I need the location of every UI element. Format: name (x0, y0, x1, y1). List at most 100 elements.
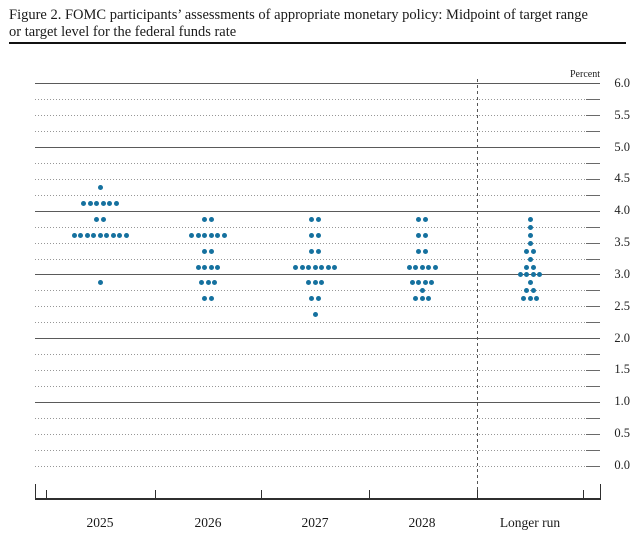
gridline (35, 465, 600, 467)
projection-dot (195, 264, 201, 270)
projection-dot (530, 264, 536, 270)
projection-dot (309, 296, 315, 302)
projection-dot (534, 296, 539, 302)
projection-dot (199, 280, 204, 286)
projection-dot (309, 232, 315, 238)
projection-dot (524, 264, 530, 270)
x-axis-tick (261, 490, 262, 498)
gridline (35, 385, 600, 387)
projection-dot (517, 272, 523, 278)
gridline (35, 354, 600, 356)
projection-dot (208, 296, 214, 302)
projection-dot (202, 248, 208, 254)
projection-dot (94, 200, 100, 206)
projection-dot (416, 232, 422, 238)
projection-dot (527, 280, 533, 286)
gridline (35, 338, 600, 340)
x-axis-end-cap (35, 484, 36, 499)
y-axis-label: 2.0 (614, 330, 630, 345)
gridline (35, 83, 600, 85)
projection-dot (312, 264, 318, 270)
y-axis-label: 5.5 (614, 107, 630, 122)
projection-dot (422, 248, 428, 254)
y-axis-label: 5.0 (614, 139, 630, 154)
y-axis-unit-label: Percent (570, 69, 600, 80)
y-axis-label: 3.5 (614, 235, 630, 250)
y-axis-label: 4.0 (614, 203, 630, 218)
projection-dot (413, 264, 418, 270)
projection-dot (208, 232, 214, 238)
x-axis-category-label: 2026 (194, 515, 222, 530)
gridline (35, 401, 600, 403)
gridline-right-tick (586, 163, 600, 165)
projection-dot (312, 312, 318, 318)
projection-dot (100, 216, 106, 222)
projection-dot (315, 216, 321, 222)
projection-dot (97, 232, 103, 238)
gridline-right-tick (586, 306, 600, 308)
projection-dot (113, 200, 119, 206)
gridline-right-tick (586, 258, 600, 260)
projection-dot (202, 232, 208, 238)
gridline (35, 274, 600, 276)
projection-dot (221, 232, 227, 238)
gridline-right-tick (586, 290, 600, 292)
projection-dot (110, 232, 116, 238)
gridline (35, 290, 600, 292)
longer-run-separator (477, 79, 478, 499)
projection-dot (413, 296, 418, 302)
figure-title-line1: Figure 2. FOMC participants’ assessments… (9, 7, 588, 23)
projection-dot (293, 264, 298, 270)
projection-dot (208, 248, 214, 254)
projection-dot (215, 264, 221, 270)
projection-dot (422, 216, 428, 222)
projection-dot (208, 264, 214, 270)
projection-dot (94, 216, 100, 222)
gridline (35, 322, 600, 324)
gridline (35, 226, 600, 228)
gridline-right-tick (586, 369, 600, 371)
projection-dot (87, 200, 93, 206)
projection-dot (521, 296, 526, 302)
projection-dot (309, 216, 315, 222)
y-axis-label: 2.5 (614, 298, 630, 313)
x-axis-category-label: 2027 (301, 515, 329, 530)
projection-dot (299, 264, 305, 270)
projection-dot (71, 232, 77, 238)
projection-dot (104, 232, 109, 238)
y-axis-label: 1.0 (614, 394, 630, 409)
x-axis-tick (583, 490, 584, 498)
projection-dot (527, 216, 533, 222)
gridline-right-tick (586, 99, 600, 101)
gridline (35, 115, 600, 117)
projection-dot (416, 280, 422, 286)
projection-dot (530, 272, 536, 278)
projection-dot (212, 280, 217, 286)
projection-dot (527, 256, 533, 262)
projection-dot (306, 264, 311, 270)
projection-dot (422, 280, 428, 286)
projection-dot (306, 280, 311, 286)
projection-dot (202, 264, 208, 270)
projection-dot (429, 280, 435, 286)
projection-dot (100, 200, 106, 206)
x-axis-category-label: Longer run (499, 515, 561, 530)
projection-dot (524, 288, 530, 294)
projection-dot (202, 296, 208, 302)
projection-dot (312, 280, 318, 286)
x-axis-tick (155, 490, 156, 498)
y-axis-label: 0.0 (614, 458, 630, 472)
projection-dot (195, 232, 201, 238)
gridline (35, 163, 600, 165)
projection-dot (309, 248, 315, 254)
projection-dot (332, 264, 337, 270)
gridline (35, 258, 600, 260)
y-axis-label: 4.5 (614, 171, 630, 186)
gridline-right-tick (586, 131, 600, 133)
x-axis-tick (369, 490, 370, 498)
projection-dot (319, 280, 324, 286)
projection-dot (409, 280, 415, 286)
projection-dot (325, 264, 331, 270)
projection-dot (527, 232, 533, 238)
